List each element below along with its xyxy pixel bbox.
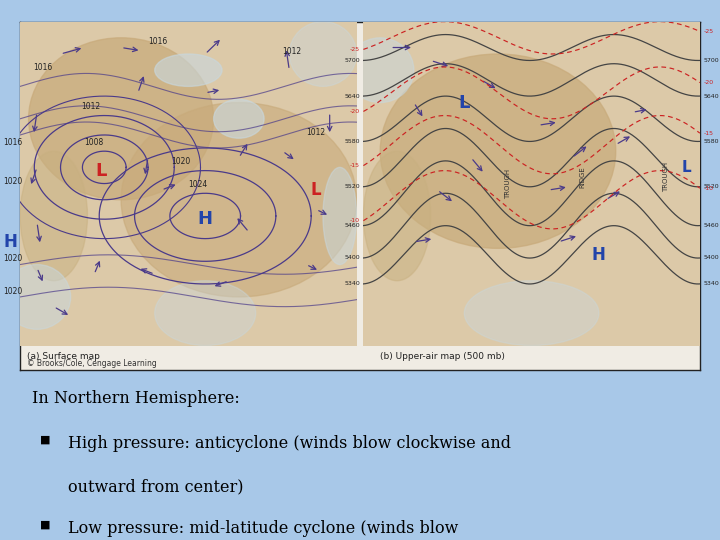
Text: 1008: 1008 bbox=[84, 138, 104, 147]
Text: 1020: 1020 bbox=[4, 254, 22, 264]
Text: 1016: 1016 bbox=[34, 63, 53, 72]
Text: (b) Upper-air map (500 mb): (b) Upper-air map (500 mb) bbox=[380, 352, 505, 361]
Ellipse shape bbox=[29, 38, 214, 200]
Ellipse shape bbox=[289, 22, 356, 86]
Text: L: L bbox=[95, 161, 107, 180]
Text: ■: ■ bbox=[40, 435, 50, 444]
Text: 1016: 1016 bbox=[4, 138, 22, 147]
Text: 5340: 5340 bbox=[344, 281, 360, 286]
Text: -20: -20 bbox=[350, 109, 360, 114]
Text: -15: -15 bbox=[350, 163, 360, 168]
Text: -10: -10 bbox=[350, 218, 360, 223]
Text: © Brooks/Cole, Cengage Learning: © Brooks/Cole, Cengage Learning bbox=[27, 359, 157, 368]
Text: 1020: 1020 bbox=[4, 177, 22, 186]
Text: 5400: 5400 bbox=[344, 255, 360, 260]
Text: 5400: 5400 bbox=[703, 255, 719, 260]
Ellipse shape bbox=[155, 54, 222, 86]
Ellipse shape bbox=[364, 151, 431, 281]
Ellipse shape bbox=[323, 167, 356, 265]
Text: 5580: 5580 bbox=[703, 139, 719, 144]
Text: 5640: 5640 bbox=[344, 93, 360, 99]
Text: H: H bbox=[198, 210, 212, 228]
Text: 5460: 5460 bbox=[344, 223, 360, 228]
Text: H: H bbox=[592, 246, 606, 264]
Text: 5580: 5580 bbox=[345, 139, 360, 144]
Text: 1012: 1012 bbox=[306, 128, 325, 137]
Text: -25: -25 bbox=[703, 29, 714, 34]
Text: 1016: 1016 bbox=[148, 37, 167, 46]
Text: 5460: 5460 bbox=[703, 223, 719, 228]
Text: 1020: 1020 bbox=[171, 157, 191, 166]
Ellipse shape bbox=[380, 54, 616, 248]
Ellipse shape bbox=[155, 281, 256, 346]
Text: 5700: 5700 bbox=[703, 58, 719, 63]
Ellipse shape bbox=[214, 99, 264, 138]
Text: Low pressure: mid-latitude cyclone (winds blow: Low pressure: mid-latitude cyclone (wind… bbox=[68, 519, 459, 537]
Text: High pressure: anticyclone (winds blow clockwise and: High pressure: anticyclone (winds blow c… bbox=[68, 435, 511, 451]
Text: 1012: 1012 bbox=[282, 47, 302, 56]
Text: 5640: 5640 bbox=[703, 93, 719, 99]
Text: H: H bbox=[3, 233, 17, 251]
Text: (a) Surface map: (a) Surface map bbox=[27, 352, 100, 361]
Ellipse shape bbox=[20, 151, 87, 281]
Text: 5520: 5520 bbox=[703, 184, 719, 189]
Text: -20: -20 bbox=[703, 80, 714, 85]
Text: L: L bbox=[311, 181, 322, 199]
Text: L: L bbox=[459, 93, 470, 112]
Text: In Northern Hemisphere:: In Northern Hemisphere: bbox=[32, 390, 240, 407]
Text: 5340: 5340 bbox=[703, 281, 719, 286]
Text: RIDGE: RIDGE bbox=[579, 166, 585, 188]
Text: TROUGH: TROUGH bbox=[663, 162, 669, 192]
Text: ■: ■ bbox=[40, 519, 50, 530]
Text: 1024: 1024 bbox=[189, 180, 207, 189]
Text: 5700: 5700 bbox=[344, 58, 360, 63]
Text: 5520: 5520 bbox=[344, 184, 360, 189]
Ellipse shape bbox=[346, 38, 414, 103]
Text: 1020: 1020 bbox=[4, 287, 22, 296]
Text: -10: -10 bbox=[703, 186, 714, 191]
Ellipse shape bbox=[121, 103, 356, 297]
Text: outward from center): outward from center) bbox=[68, 479, 244, 496]
Text: 1012: 1012 bbox=[81, 102, 100, 111]
Ellipse shape bbox=[464, 281, 599, 346]
Text: TROUGH: TROUGH bbox=[505, 168, 511, 199]
Text: L: L bbox=[682, 160, 691, 175]
Text: -15: -15 bbox=[703, 131, 714, 136]
Ellipse shape bbox=[4, 265, 71, 329]
Text: -25: -25 bbox=[350, 47, 360, 52]
